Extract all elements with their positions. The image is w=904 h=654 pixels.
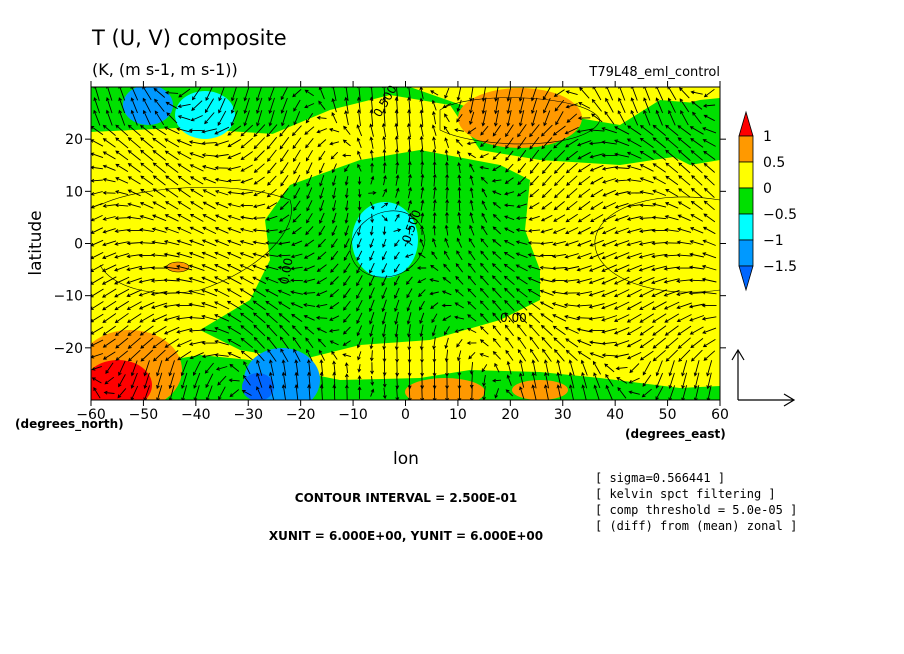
x-tick-label: −50 — [129, 407, 159, 423]
x-tick-label: −30 — [233, 407, 263, 423]
reference-vector-v — [731, 348, 745, 400]
contour-line — [594, 196, 720, 293]
chart-units: (K, (m s-1, m s-1)) — [92, 60, 238, 79]
field-region-orange — [458, 88, 582, 148]
colorbar-label: −1 — [763, 233, 784, 249]
info-line: [ sigma=0.566441 ] — [595, 471, 725, 485]
y-axis-label: latitude — [26, 210, 46, 275]
contour-label: 0.00 — [277, 257, 295, 286]
field-region-blue — [123, 87, 173, 125]
info-line: [ comp threshold = 5.0e-05 ] — [595, 503, 797, 517]
field-region-orange — [405, 378, 485, 400]
field-region-green — [660, 98, 720, 165]
contour-interval: CONTOUR INTERVAL = 2.500E-01 — [295, 491, 517, 505]
x-tick-label: −60 — [76, 407, 106, 423]
contour-line — [99, 187, 292, 294]
y-tick-label: 10 — [65, 184, 83, 200]
x-tick-label: 60 — [711, 407, 729, 423]
y-tick-label: −10 — [53, 289, 83, 305]
info-line: [ (diff) from (mean) zonal ] — [595, 519, 797, 533]
x-tick-label: −10 — [338, 407, 368, 423]
x-tick-label: −20 — [286, 407, 316, 423]
x-tick-label: 40 — [606, 407, 624, 423]
x-tick-label: 50 — [659, 407, 677, 423]
x-axis-label: lon — [393, 449, 419, 469]
colorbar-segment — [738, 187, 754, 215]
contour-label: 0.00 — [500, 311, 527, 325]
colorbar-segment — [738, 239, 754, 267]
colorbar-segment — [738, 161, 754, 189]
x-unit-label: (degrees_east) — [625, 427, 726, 442]
field-region-green — [91, 87, 720, 165]
field-region-blue — [242, 373, 274, 400]
colorbar: 1 0.5 0 −0.5 −1 −1.5 — [738, 110, 797, 292]
y-unit-label: (degrees_north) — [15, 417, 124, 432]
reference-vector — [731, 348, 796, 407]
x-tick-label: −40 — [181, 407, 211, 423]
colorbar-label: 0.5 — [763, 155, 785, 171]
vector-units: XUNIT = 6.000E+00, YUNIT = 6.000E+00 — [269, 529, 543, 543]
field-region-cyan — [175, 91, 235, 139]
y-tick-label: −20 — [53, 341, 83, 357]
contour-line — [349, 210, 426, 278]
colorbar-label: −0.5 — [763, 207, 797, 223]
y-tick-label: 0 — [74, 237, 83, 253]
x-tick-label: 30 — [554, 407, 572, 423]
colorbar-triangle — [738, 110, 754, 137]
reference-vector-u — [738, 393, 796, 407]
colorbar-label: 0 — [763, 181, 772, 197]
run-label: T79L48_eml_control — [588, 65, 720, 80]
wind-vectors — [91, 87, 717, 400]
colorbar-segment — [738, 213, 754, 241]
x-tick-label: 20 — [501, 407, 519, 423]
colorbar-label: 1 — [763, 129, 772, 145]
colorbar-triangle — [738, 265, 754, 292]
x-tick-label: 0 — [401, 407, 410, 423]
field-region-cyan — [352, 202, 418, 278]
y-tick-label: 20 — [65, 132, 83, 148]
field-region-orange — [512, 380, 568, 400]
info-line: [ kelvin spct filtering ] — [595, 487, 776, 501]
chart-title: T (U, V) composite — [91, 26, 287, 50]
colorbar-segment — [738, 135, 754, 163]
plot-area — [91, 87, 720, 400]
x-tick-label: 10 — [449, 407, 467, 423]
colorbar-label: −1.5 — [763, 259, 797, 275]
